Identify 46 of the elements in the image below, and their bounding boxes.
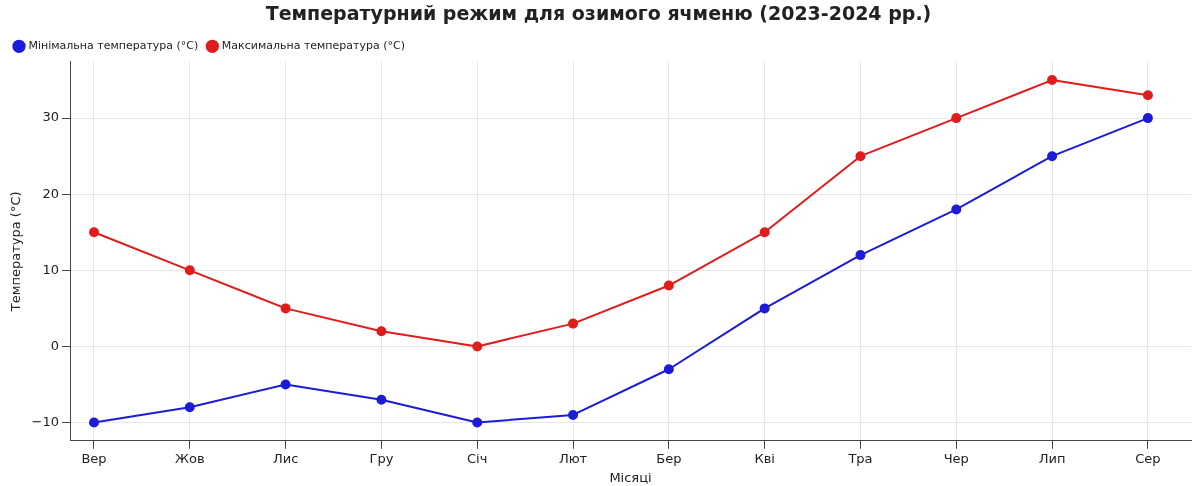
x-tick-label: Кві [754,450,775,466]
point [951,113,962,124]
x-tick-label: Вер [81,450,107,466]
y-tick-label: −10 [31,413,60,429]
point [376,394,387,405]
point [88,417,99,428]
point [376,326,387,337]
point [280,379,291,390]
point [855,151,866,162]
x-tick-label: Сер [1135,450,1161,466]
point [568,318,579,329]
x-axis-title: Місяці [609,469,652,485]
x-tick-label: Лис [272,450,299,466]
x-tick-label: Тра [847,450,873,466]
y-tick-label: 10 [42,261,60,277]
y-axis-title: Температура (°C) [8,191,24,313]
x-tick-label: Січ [467,450,488,466]
point [280,303,291,314]
y-tick-label: 20 [42,185,60,201]
point [1142,113,1153,124]
y-tick-label: 30 [42,109,60,125]
x-tick-label: Лют [558,450,588,466]
point [1047,75,1058,86]
point [1047,151,1058,162]
x-tick-label: Гру [369,450,394,466]
chart-title: Температурний режим для озимого ячменю (2023-2024 рр.) [265,2,932,25]
legend-label: Максимальна температура (°C) [221,39,405,53]
point [568,409,579,420]
x-tick-label: Бер [656,450,682,466]
point [759,227,770,238]
point [88,227,99,238]
point [1142,90,1153,101]
point [184,265,195,276]
y-tick-label: 0 [50,337,60,353]
legend-label: Мінімальна температура (°C) [28,39,199,53]
x-tick-label: Лип [1038,450,1066,466]
point [951,204,962,215]
point [759,303,770,314]
x-tick-label: Чер [943,450,969,466]
point [663,364,674,375]
point [855,250,866,261]
point [472,417,483,428]
x-tick-label: Жов [174,450,205,466]
point [663,280,674,291]
point [472,341,483,352]
point [184,402,195,413]
